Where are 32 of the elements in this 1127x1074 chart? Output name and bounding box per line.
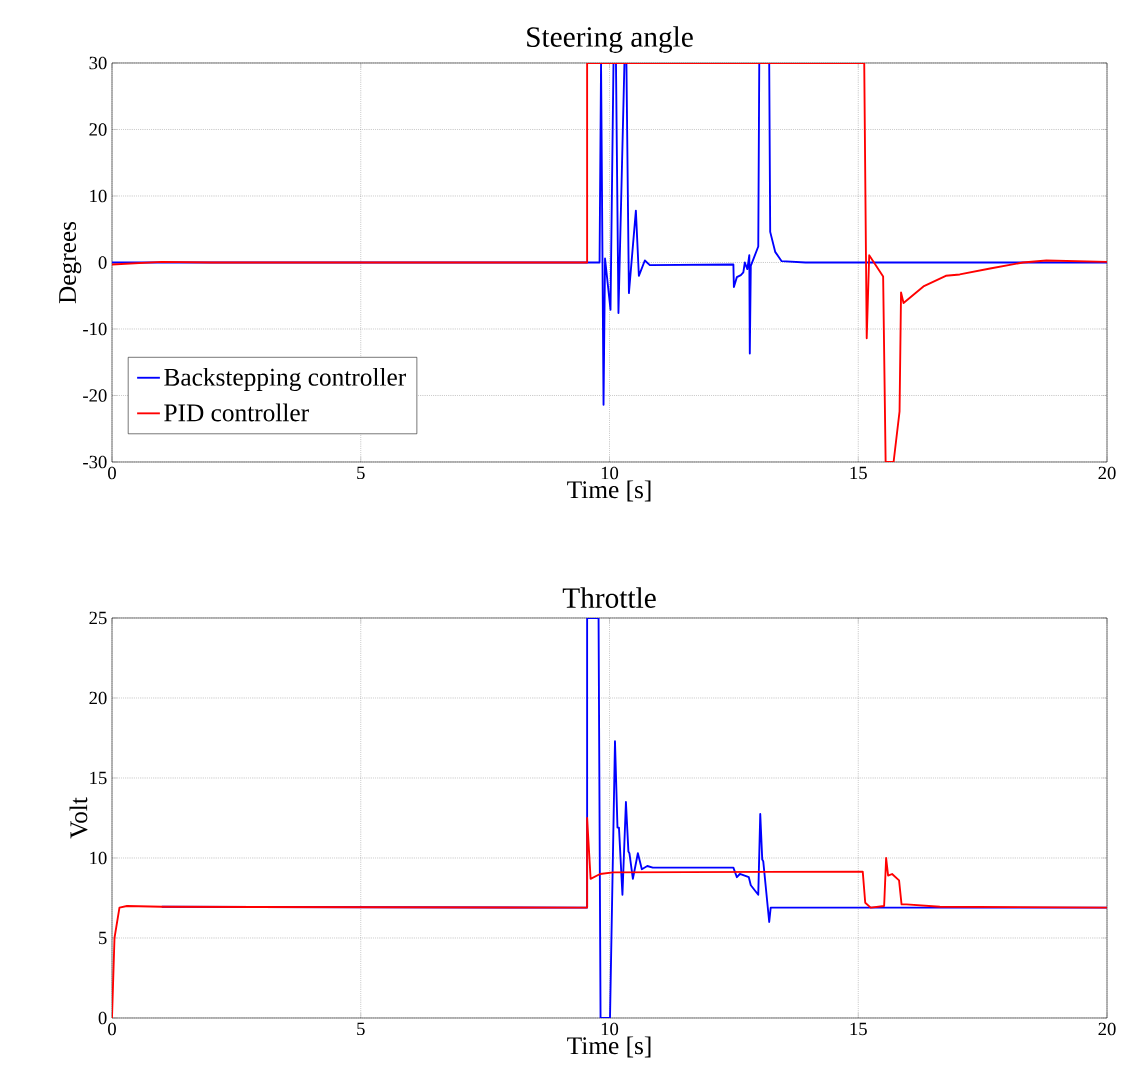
line-series [112,817,1108,1018]
y-tick-label: 0 [98,256,107,269]
x-tick-label: 20 [1098,1022,1116,1036]
x-tick-label: 5 [357,1022,365,1036]
y-tick-label: 5 [99,931,107,945]
legend-label: PID controller [164,403,309,422]
y-tick-label: 30 [89,56,107,70]
chart-title: Throttle [562,587,656,608]
y-tick-label: -10 [83,322,107,336]
y-tick-label: 10 [90,851,107,865]
x-tick-label: 10 [601,466,619,480]
y-tick-label: 10 [90,189,107,203]
y-axis-title: Volt [69,797,88,839]
x-axis-title: Time [s] [567,1036,651,1058]
y-tick-label: 20 [89,691,107,705]
y-axis-title: Degrees [59,221,82,304]
y-tick-label: 0 [98,1011,107,1025]
legend-label: Backstepping controller [164,367,406,392]
x-tick-label: 10 [601,1022,619,1036]
y-tick-label: 25 [89,611,107,625]
x-tick-label: 15 [850,1022,867,1036]
x-tick-label: 20 [1098,466,1116,480]
y-tick-label: -20 [83,389,107,402]
y-tick-label: 20 [89,123,107,136]
y-tick-label: 15 [90,771,107,785]
y-tick-label: -30 [83,455,107,469]
x-axis-title: Time [s] [567,480,651,502]
chart-title: Steering angle [527,26,693,53]
x-tick-label: 0 [108,1022,116,1036]
x-tick-label: 5 [357,466,365,480]
x-tick-label: 0 [108,466,116,480]
x-tick-label: 15 [850,466,867,480]
